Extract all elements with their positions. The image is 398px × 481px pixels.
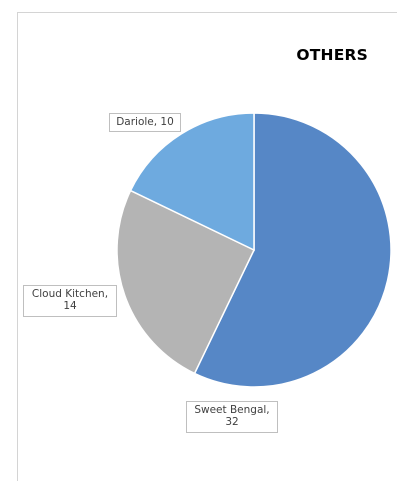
pie-slice-cloud-kitchen [116,189,256,375]
data-label-cloud-kitchen: Cloud Kitchen, 14 [23,285,117,317]
data-label-dariole: Dariole, 10 [109,113,181,132]
data-label-dariole-line1: Dariole, 10 [116,116,174,128]
data-label-cloud-kitchen-line1: Cloud Kitchen, [31,288,109,300]
pie-slice-dariole [129,112,255,252]
data-label-sweet-bengal-line1: Sweet Bengal, [194,404,270,416]
chart-frame [17,12,397,481]
data-label-sweet-bengal-line2: 32 [225,416,239,428]
data-label-cloud-kitchen-line2: 14 [63,300,77,312]
data-label-sweet-bengal: Sweet Bengal, 32 [186,401,278,433]
pie-slice-sweet-bengal [193,112,392,388]
chart-title: OTHERS [296,46,368,64]
